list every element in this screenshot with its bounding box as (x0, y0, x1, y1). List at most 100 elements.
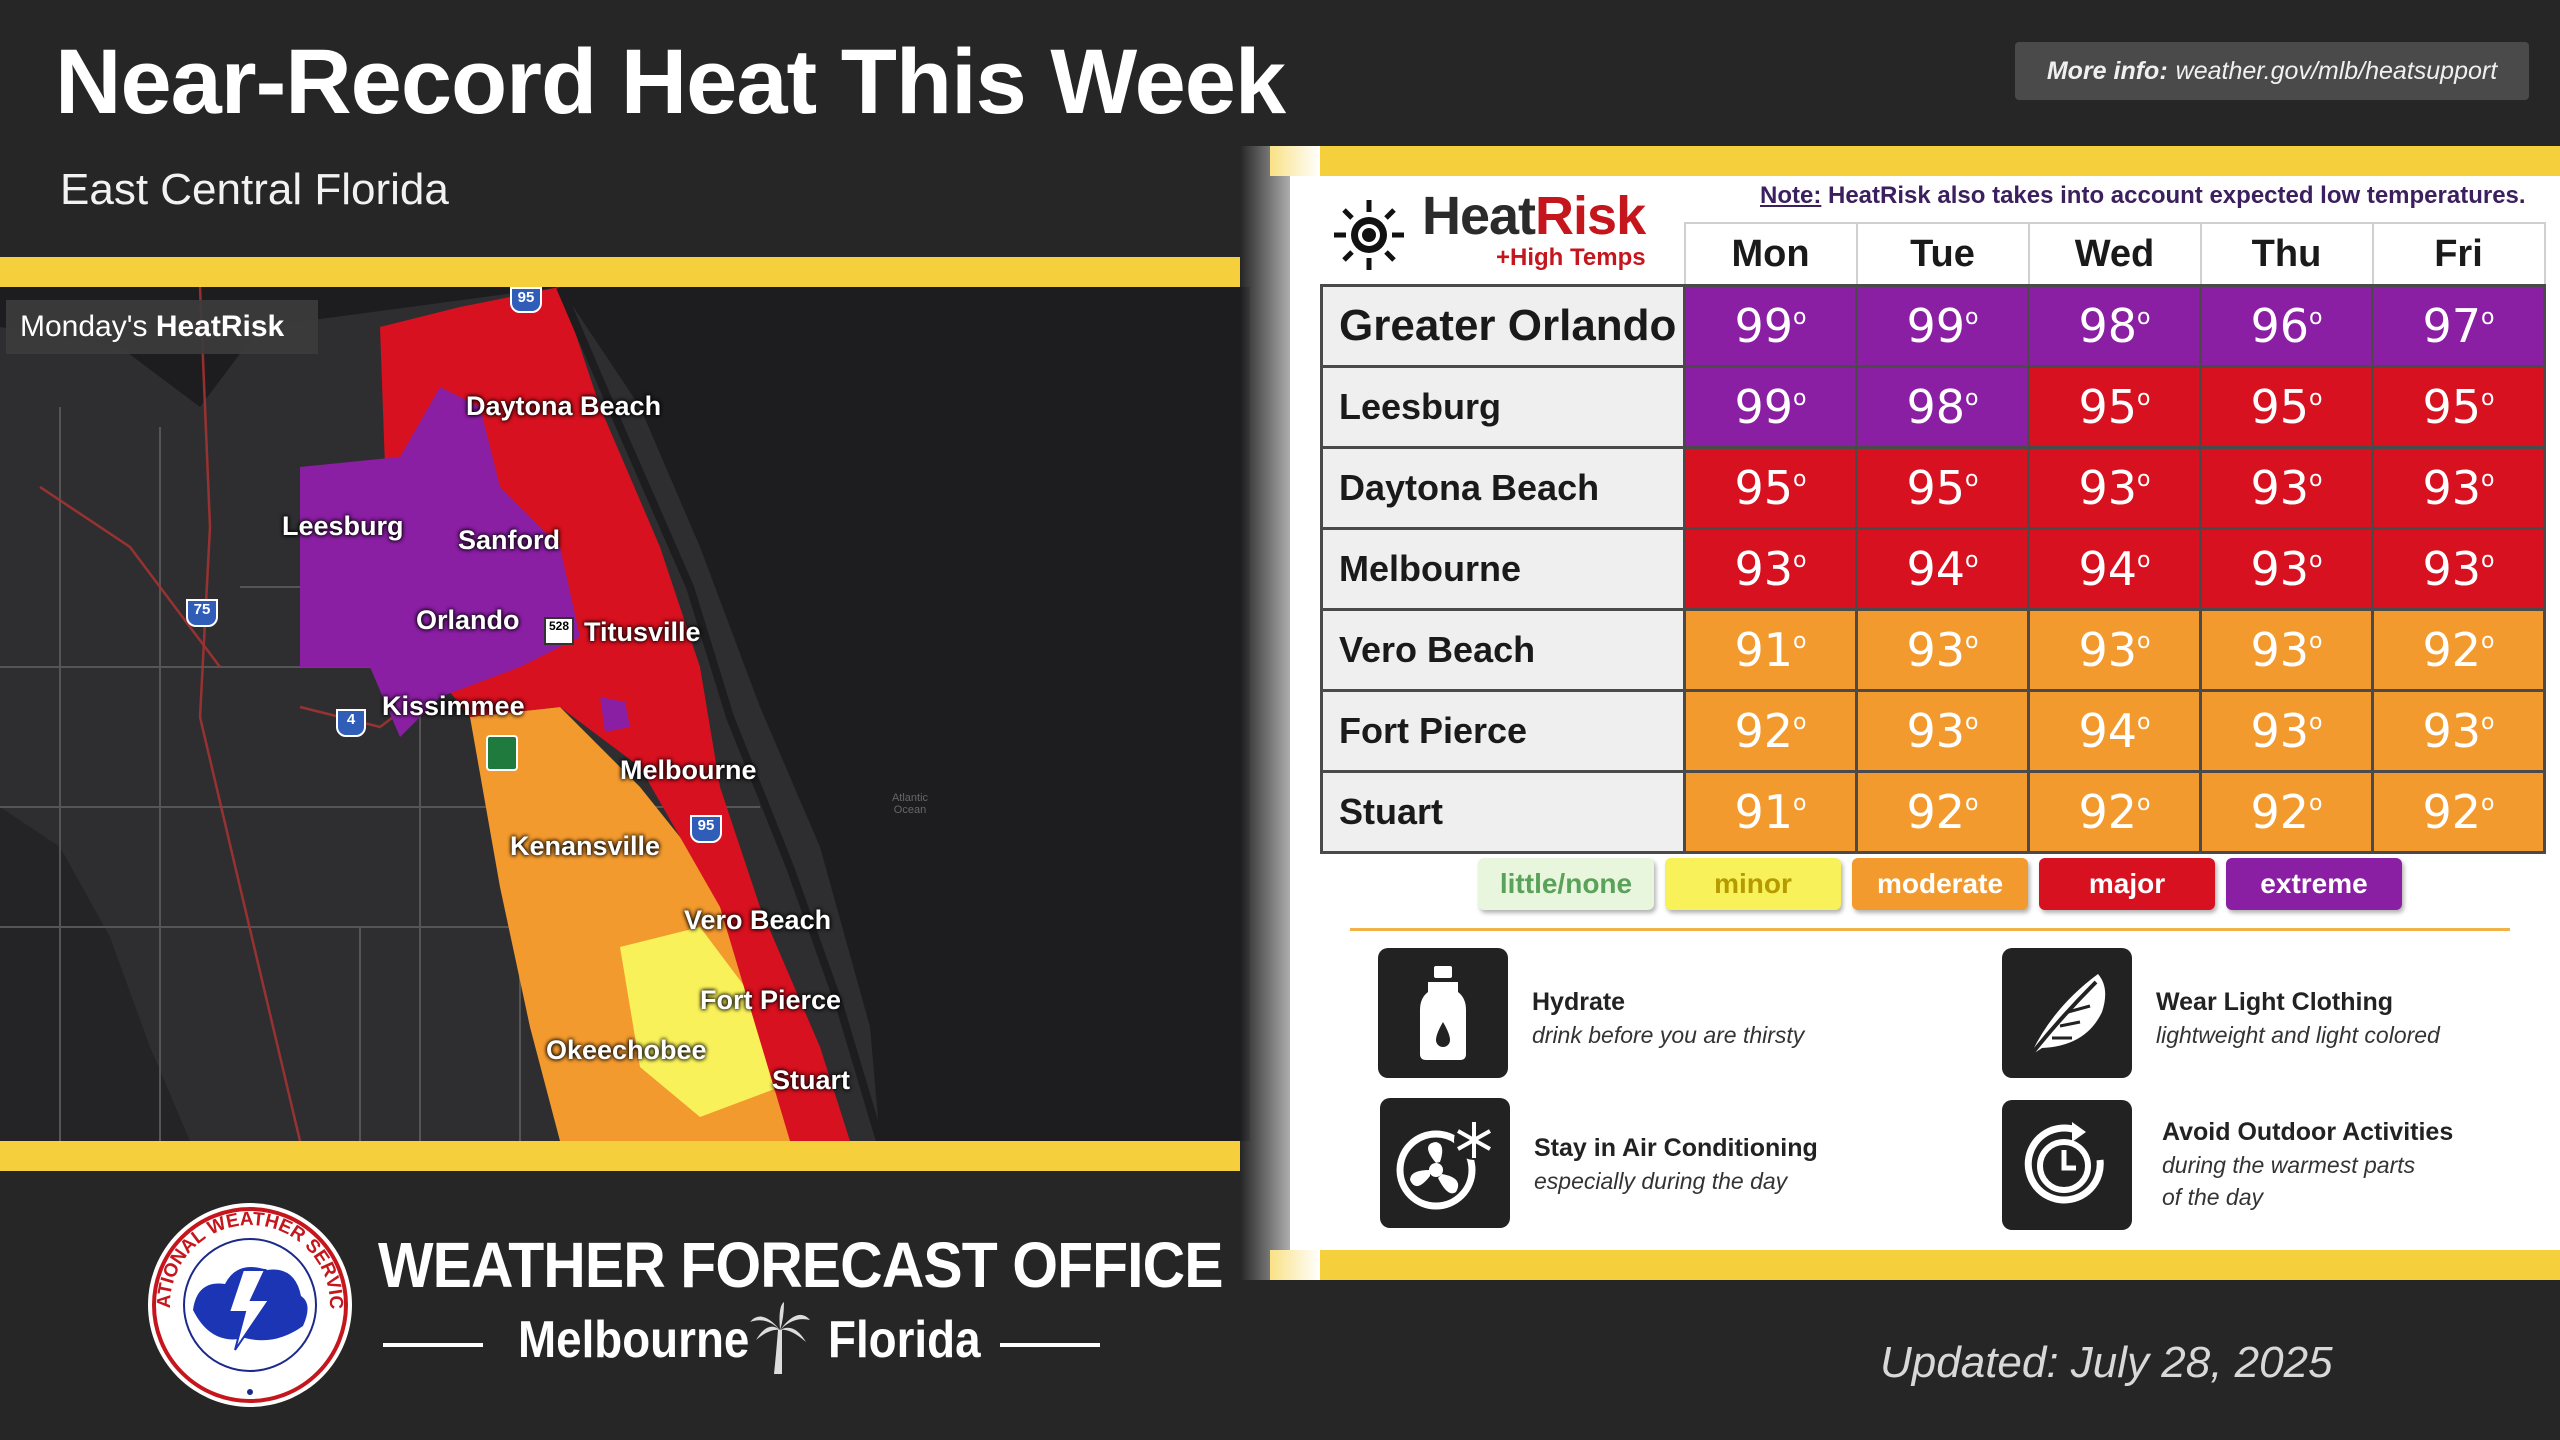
degree-symbol: o (1793, 710, 1807, 735)
logo-risk: Risk (1535, 186, 1646, 246)
temperature-cell: 93o (1683, 527, 1858, 611)
more-info-label: More info: (2046, 56, 2168, 85)
water-bottle-icon (1378, 948, 1508, 1078)
location-cell: Melbourne (1320, 527, 1686, 611)
degree-symbol: o (1965, 386, 1979, 411)
temperature-cell: 99o (1855, 284, 2030, 368)
city-label: Vero Beach (684, 905, 832, 935)
degree-symbol: o (2481, 467, 2495, 492)
temperature-value: 93 (2250, 623, 2310, 677)
temperature-cell: 94o (1855, 527, 2030, 611)
location-cell: Fort Pierce (1320, 689, 1686, 773)
temperature-value: 93 (2078, 623, 2138, 677)
temperature-cell: 93o (2199, 446, 2374, 530)
legend-item-minor: minor (1665, 858, 1841, 910)
temperature-value: 92 (1906, 785, 1966, 839)
office-title: WEATHER FORECAST OFFICE (378, 1229, 1223, 1301)
footer-rule-left (383, 1343, 483, 1347)
temperature-value: 93 (2422, 542, 2482, 596)
temperature-value: 93 (2250, 542, 2310, 596)
temperature-cell: 93o (1855, 689, 2030, 773)
temperature-value: 95 (2422, 380, 2482, 434)
temperature-cell: 99o (1683, 365, 1858, 449)
temperature-value: 93 (2250, 461, 2310, 515)
page-title: Near-Record Heat This Week (55, 31, 1286, 133)
temperature-cell: 93o (2027, 608, 2202, 692)
degree-symbol: o (2481, 548, 2495, 573)
temperature-value: 93 (1906, 704, 1966, 758)
temperature-cell: 97o (2371, 284, 2546, 368)
location-cell: Greater Orlando (1320, 284, 1686, 368)
temperature-cell: 96o (2199, 284, 2374, 368)
temperature-value: 95 (1906, 461, 1966, 515)
temperature-cell: 94o (2027, 689, 2202, 773)
degree-symbol: o (1965, 305, 1979, 330)
day-header: Thu (2199, 222, 2374, 287)
city-label: Leesburg (282, 511, 404, 541)
tip-subtitle: especially during the day (1534, 1168, 1788, 1194)
temperature-value: 95 (2250, 380, 2310, 434)
nws-logo: NATIONAL WEATHER SERVICE (145, 1200, 352, 1407)
temperature-value: 93 (2422, 461, 2482, 515)
temperature-cell: 93o (2199, 689, 2374, 773)
heatrisk-logo: HeatRisk (1422, 185, 1646, 247)
city-label: Stuart (772, 1065, 851, 1095)
temperature-cell: 95o (2371, 365, 2546, 449)
degree-symbol: o (2137, 710, 2151, 735)
heatrisk-logo-sub: +High Temps (1496, 244, 1646, 271)
city-label: Titusville (584, 617, 701, 647)
tip-subtitle: of the day (2162, 1184, 2264, 1210)
table-row: Daytona Beach 95o 95o 93o 93o 93o (1320, 446, 2546, 530)
temperature-value: 92 (2422, 623, 2482, 677)
location-cell: Daytona Beach (1320, 446, 1686, 530)
more-info-link[interactable]: More info: weather.gov/mlb/heatsupport (2015, 42, 2529, 100)
temperature-value: 93 (2250, 704, 2310, 758)
degree-symbol: o (2481, 710, 2495, 735)
updated-timestamp: Updated: July 28, 2025 (1880, 1338, 2333, 1387)
temperature-value: 93 (1906, 623, 1966, 677)
city-label: Kissimmee (382, 691, 525, 721)
location-cell: Leesburg (1320, 365, 1686, 449)
degree-symbol: o (2309, 467, 2323, 492)
degree-symbol: o (2137, 629, 2151, 654)
temperature-value: 95 (1734, 461, 1794, 515)
degree-symbol: o (2309, 629, 2323, 654)
degree-symbol: o (1793, 629, 1807, 654)
degree-symbol: o (2309, 386, 2323, 411)
temperature-value: 96 (2250, 299, 2310, 353)
table-row: Melbourne 93o 94o 94o 93o 93o (1320, 527, 2546, 611)
table-corner (1322, 223, 1685, 286)
yellow-band-bottom-left (0, 1141, 1240, 1171)
air-conditioning-icon (1380, 1098, 1510, 1228)
sun-icon (1334, 200, 1404, 270)
degree-symbol: o (1965, 467, 1979, 492)
degree-symbol: o (1793, 305, 1807, 330)
heatrisk-table: Mon Tue Wed Thu Fri Greater Orlando 99o 99… (1320, 222, 2546, 854)
location-cell: Stuart (1320, 770, 1686, 854)
more-info-url: weather.gov/mlb/heatsupport (2175, 56, 2498, 85)
interstate-95-shield: 95 (510, 287, 542, 313)
temperature-cell: 92o (2371, 770, 2546, 854)
degree-symbol: o (2309, 710, 2323, 735)
yellow-band-top-left (0, 257, 1240, 287)
degree-symbol: o (2481, 791, 2495, 816)
degree-symbol: o (2481, 305, 2495, 330)
temperature-value: 98 (1906, 380, 1966, 434)
interstate-75-shield: 75 (186, 599, 218, 627)
map-caption: Monday's HeatRisk (6, 300, 318, 354)
temperature-cell: 94o (2027, 527, 2202, 611)
temperature-value: 92 (1734, 704, 1794, 758)
temperature-cell: 92o (2371, 608, 2546, 692)
tip-title: Stay in Air Conditioning (1534, 1134, 1818, 1162)
palm-tree-icon (750, 1302, 810, 1374)
temperature-value: 93 (1734, 542, 1794, 596)
temperature-cell: 93o (2199, 527, 2374, 611)
tip-subtitle: drink before you are thirsty (1532, 1022, 1805, 1048)
table-row: Leesburg 99o 98o 95o 95o 95o (1320, 365, 2546, 449)
degree-symbol: o (2137, 467, 2151, 492)
temperature-cell: 93o (2199, 608, 2374, 692)
heatrisk-map: 95 75 4 95 528 Atlantic Ocean Daytona Be… (0, 287, 1250, 1141)
map-graphic (0, 287, 884, 1141)
temperature-cell: 91o (1683, 770, 1858, 854)
temperature-cell: 92o (2199, 770, 2374, 854)
